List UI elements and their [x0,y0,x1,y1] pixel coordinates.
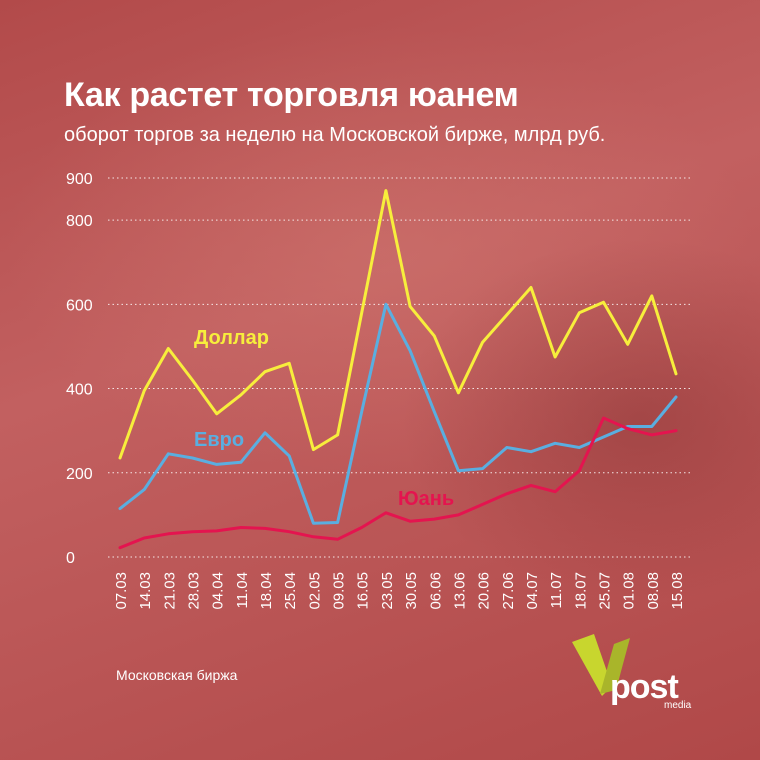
x-tick-label: 02.05 [306,572,323,610]
x-tick-label: 30.05 [403,572,420,610]
chart-subtitle: оборот торгов за неделю на Московской би… [64,124,606,146]
euro-label: Евро [194,429,244,451]
y-tick-label: 900 [66,171,93,188]
dollar-line [118,189,678,460]
x-tick-label: 27.06 [500,572,517,610]
postmedia-logo-icon [572,634,630,696]
dollar-label: Доллар [194,327,269,349]
x-tick-label: 28.03 [186,572,203,610]
logo-subtext: media [664,700,692,711]
x-tick-label: 06.06 [427,572,444,610]
y-tick-label: 200 [66,466,93,483]
source-note: Московская биржа [116,667,238,683]
x-tick-label: 23.05 [379,572,396,610]
x-axis-ticks: 07.03 14.03 21.03 28.03 04.04 11.04 18.04 25.04… [113,572,686,610]
x-tick-label: 15.08 [669,572,686,610]
x-tick-label: 18.04 [258,572,275,610]
x-tick-label: 08.08 [645,572,662,610]
x-tick-label: 16.05 [355,572,372,610]
x-tick-label: 25.04 [282,572,299,610]
chart-title: Как растет торговля юанем [64,76,519,114]
x-tick-label: 20.06 [476,572,493,610]
x-tick-label: 18.07 [572,572,589,610]
x-tick-label: 04.04 [210,572,227,610]
y-tick-label: 400 [66,382,93,399]
x-tick-label: 11.04 [234,572,251,608]
euro-line [118,302,678,525]
series-lines [118,189,678,550]
yuan-line [118,416,678,550]
x-tick-label: 07.03 [113,572,130,610]
yuan-label: Юань [398,488,454,510]
y-tick-label: 0 [66,550,75,567]
logo-text: post [610,668,679,706]
logo-mark-right [600,638,630,694]
x-tick-label: 04.07 [524,572,541,610]
x-tick-label: 21.03 [161,572,178,610]
y-tick-label: 600 [66,297,93,314]
x-tick-label: 09.05 [331,572,348,610]
x-tick-label: 25.07 [596,572,613,610]
x-tick-label: 14.03 [137,572,154,610]
x-tick-label: 01.08 [621,572,638,610]
logo-mark-left [572,634,612,696]
x-tick-label: 11.07 [548,572,565,608]
y-axis-ticks: 0 200 400 600 800 900 [66,171,93,567]
x-tick-label: 13.06 [451,572,468,610]
y-tick-label: 800 [66,213,93,230]
series-labels: Доллар Евро Юань [194,327,454,510]
